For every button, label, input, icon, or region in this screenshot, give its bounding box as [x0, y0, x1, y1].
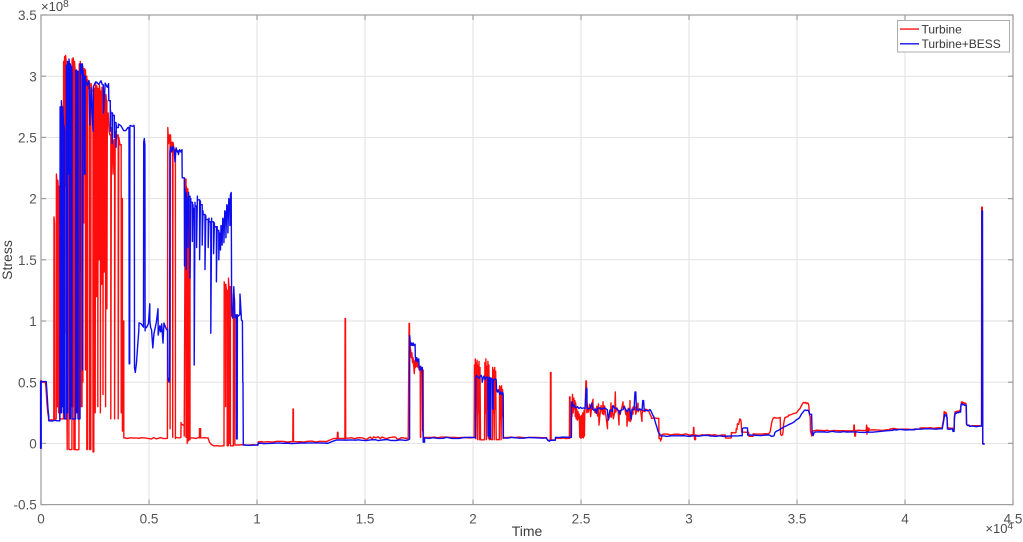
svg-text:0: 0 [37, 512, 45, 527]
svg-text:2: 2 [469, 512, 477, 527]
svg-text:2.5: 2.5 [18, 131, 37, 146]
svg-text:3: 3 [29, 69, 37, 84]
svg-text:4: 4 [901, 512, 909, 527]
svg-text:Time: Time [512, 523, 543, 537]
svg-text:3.5: 3.5 [788, 512, 807, 527]
svg-text:0.5: 0.5 [18, 375, 37, 390]
svg-text:Stress: Stress [0, 240, 15, 280]
svg-text:0.5: 0.5 [140, 512, 159, 527]
svg-text:1: 1 [253, 512, 261, 527]
svg-text:1.5: 1.5 [356, 512, 375, 527]
svg-text:2: 2 [29, 192, 37, 207]
svg-text:×104: ×104 [985, 521, 1013, 536]
svg-text:1: 1 [29, 314, 37, 329]
svg-text:Turbine: Turbine [922, 22, 963, 36]
svg-text:4.5: 4.5 [1004, 512, 1023, 527]
svg-text:3: 3 [685, 512, 693, 527]
svg-text:0: 0 [29, 437, 37, 452]
svg-text:3.5: 3.5 [18, 8, 37, 23]
svg-text:×108: ×108 [41, 0, 69, 14]
svg-text:Turbine+BESS: Turbine+BESS [922, 37, 1001, 51]
svg-text:-0.5: -0.5 [14, 498, 37, 513]
svg-text:2.5: 2.5 [572, 512, 591, 527]
svg-text:1.5: 1.5 [18, 253, 37, 268]
